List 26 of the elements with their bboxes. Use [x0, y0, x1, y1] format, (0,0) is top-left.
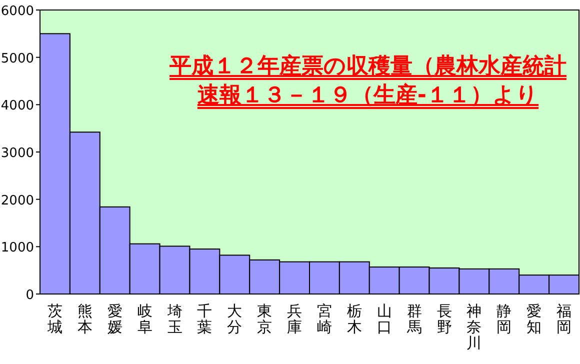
- x-tick-label: 大分: [227, 302, 242, 336]
- x-tick-label: 千葉: [197, 302, 212, 336]
- x-tick-label: 宮崎: [316, 302, 332, 336]
- x-tick-label: 岐阜: [137, 302, 152, 336]
- x-tick-label: 静岡: [496, 302, 512, 336]
- y-tick-label: 3000: [0, 146, 34, 161]
- x-tick-label: 茨城: [46, 302, 62, 336]
- x-tick-label: 福岡: [556, 302, 572, 336]
- x-tick-label: 長野: [436, 302, 452, 336]
- x-tick-label: 山口: [376, 302, 392, 336]
- y-tick-label: 2000: [0, 193, 34, 208]
- x-tick-label: 栃木: [346, 302, 362, 336]
- x-tick-label: 兵庫: [287, 302, 302, 336]
- y-tick-label: 5000: [0, 51, 34, 66]
- x-tick-label: 熊本: [77, 302, 92, 336]
- x-tick-label: 群馬: [406, 302, 422, 336]
- y-tick-label: 4000: [0, 98, 34, 114]
- x-tick-label: 愛媛: [107, 302, 122, 336]
- x-tick-label: 東京: [257, 302, 272, 336]
- x-tick-label: 愛知: [526, 302, 542, 336]
- y-tick-label: 6000: [0, 4, 34, 19]
- x-tick-label: 神奈川: [466, 302, 482, 352]
- x-tick-label: 埼玉: [166, 302, 182, 336]
- text: 平成１２年産票の収穫量（農林水産統計速報１３－１９（生産-１１）より: [168, 53, 568, 110]
- y-tick-label: 1000: [0, 240, 34, 256]
- y-tick-label: 0: [26, 288, 34, 303]
